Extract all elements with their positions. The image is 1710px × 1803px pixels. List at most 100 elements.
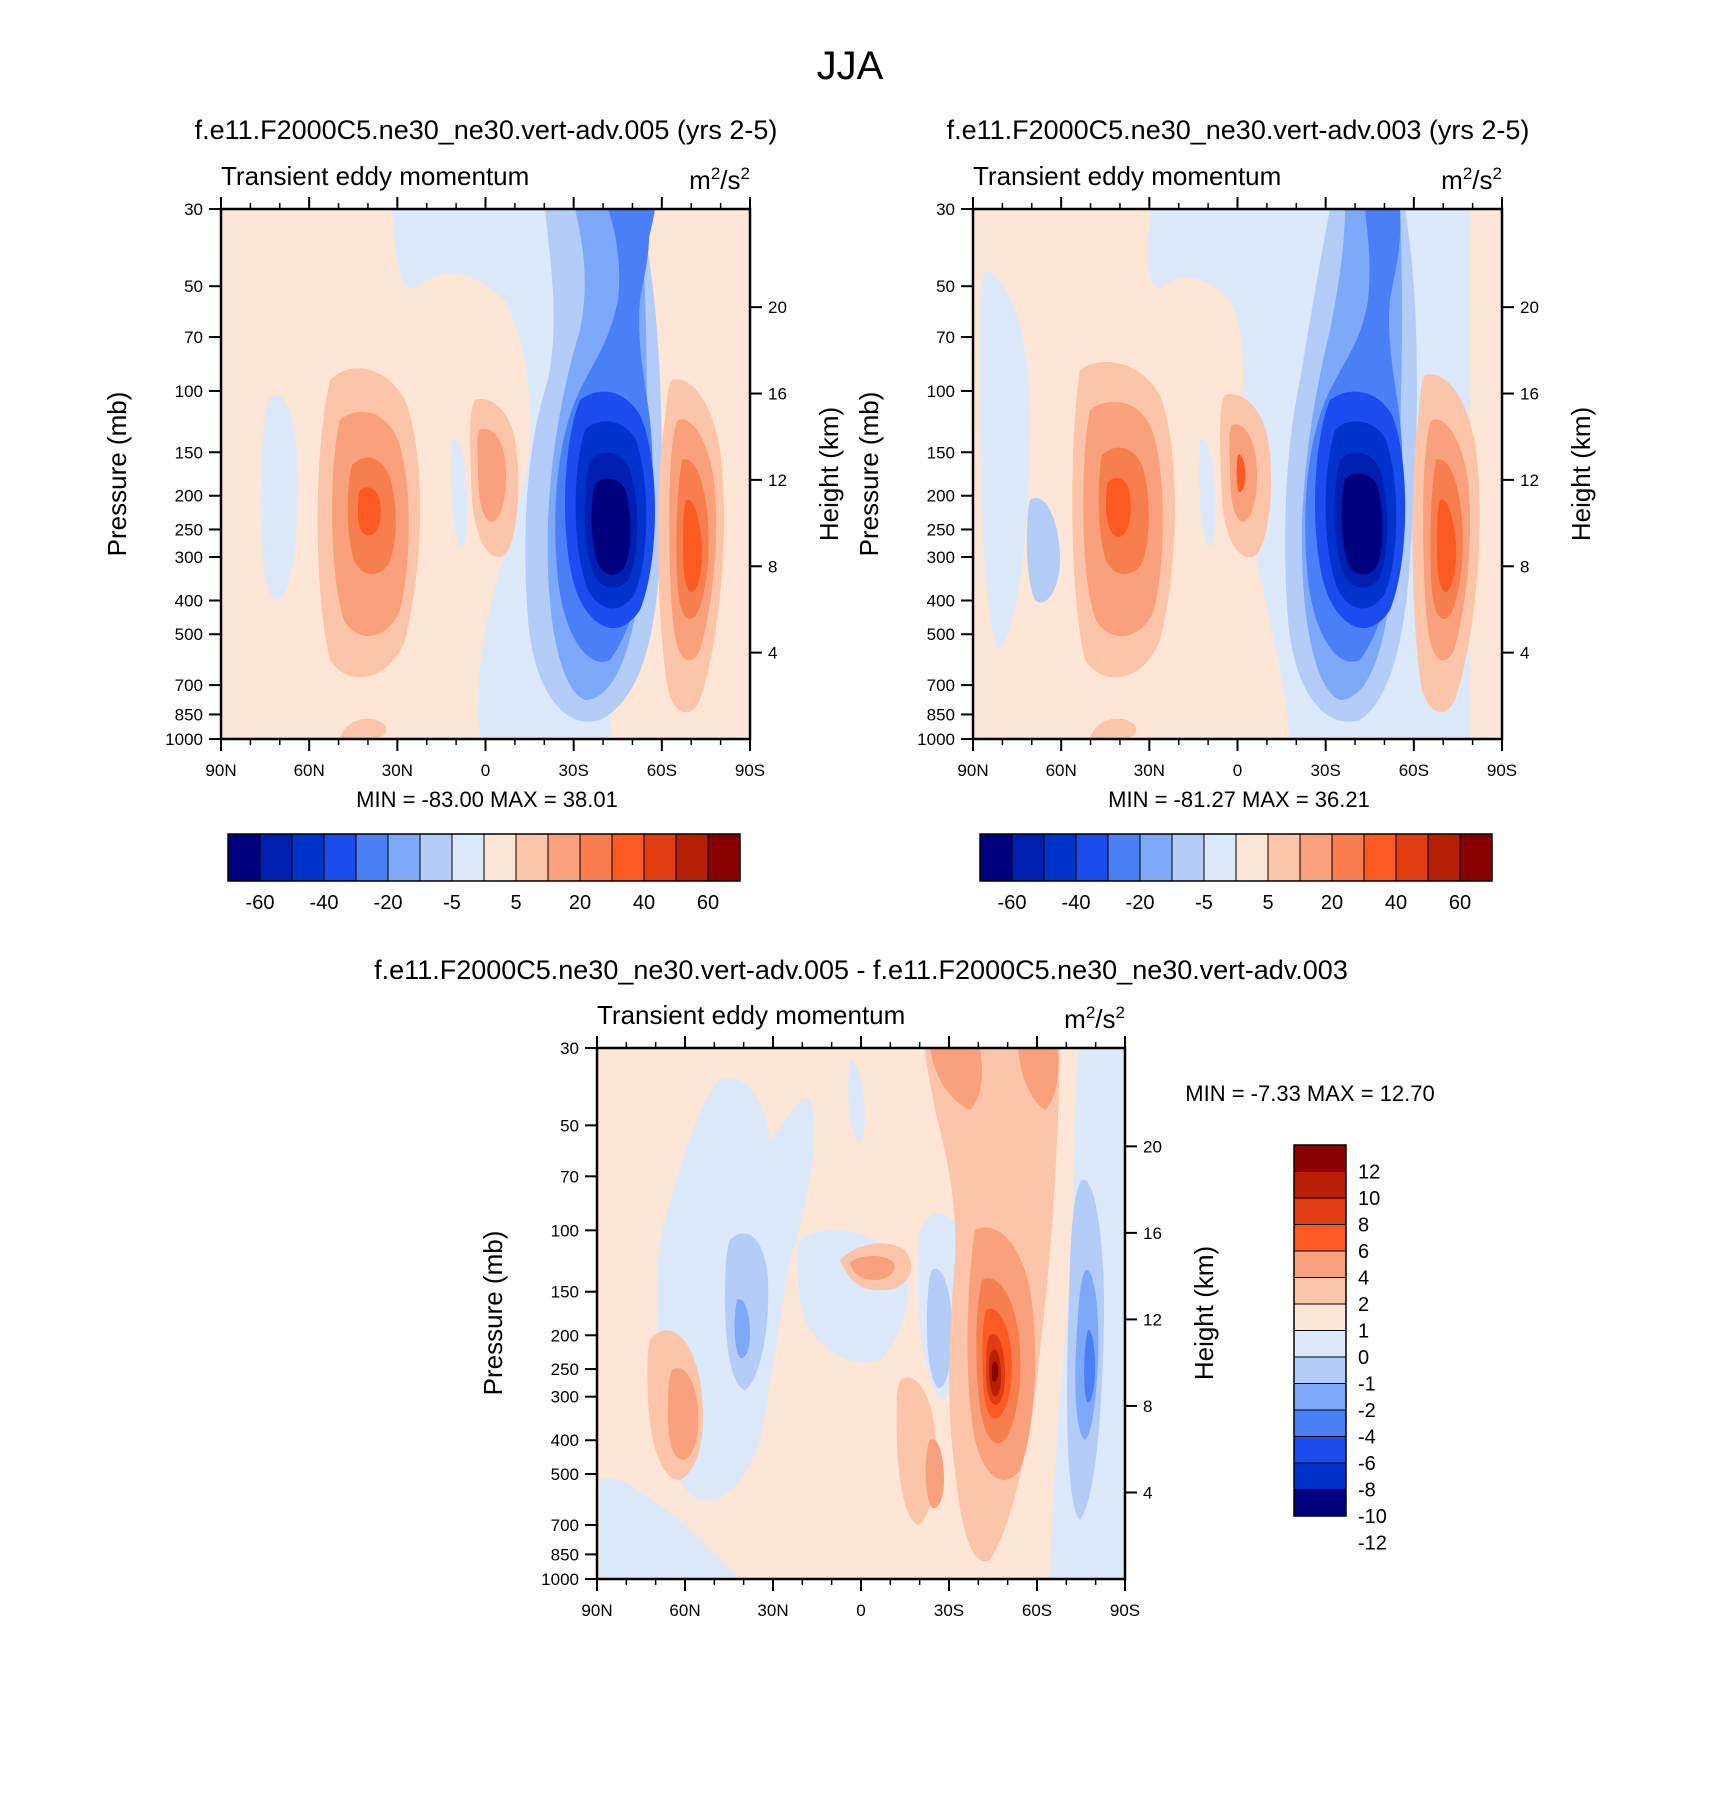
colorbar-box: [291, 833, 325, 882]
height-tick-label: 16: [1143, 1224, 1162, 1243]
colorbar-box: [1293, 1224, 1347, 1252]
colorbar-label: 60: [697, 892, 719, 914]
colorbar-label: 5: [510, 892, 521, 914]
colorbar-label: 2: [1358, 1294, 1369, 1316]
y-tick-label: 70: [184, 328, 203, 347]
colorbar-label: 40: [1385, 892, 1407, 914]
panel-b-title: f.e11.F2000C5.ne30_ne30.vert-adv.003 (yr…: [947, 115, 1530, 145]
colorbar-box: [483, 833, 517, 882]
y-tick-label: 850: [551, 1545, 579, 1564]
y-tick-label: 250: [551, 1360, 579, 1379]
panel-b-neg-patch-left-inner: [1026, 498, 1060, 603]
panel-b-pos-level-4: [1106, 478, 1131, 537]
colorbar-box: [227, 833, 261, 882]
height-tick-label: 20: [1143, 1137, 1162, 1156]
y-tick-label: 250: [927, 520, 955, 539]
colorbar-label: -60: [246, 892, 275, 914]
y-tick-label: 200: [551, 1326, 579, 1345]
colorbar-box: [1203, 833, 1237, 882]
height-tick-label: 4: [768, 644, 777, 663]
colorbar-box: [1293, 1197, 1347, 1225]
colorbar-box: [355, 833, 389, 882]
colorbar-box: [1011, 833, 1045, 882]
panel-b-ylabel-right: Height (km): [1566, 407, 1596, 541]
colorbar-box: [259, 833, 293, 882]
y-tick-label: 30: [936, 200, 955, 219]
colorbar-box: [1293, 1409, 1347, 1437]
colorbar-label: 12: [1358, 1162, 1380, 1184]
panel-c-left-label: Transient eddy momentum: [597, 1000, 905, 1030]
colorbar-box: [1293, 1144, 1347, 1172]
x-tick-label: 60S: [1022, 1601, 1052, 1620]
height-tick-label: 8: [1520, 557, 1529, 576]
panel-b-neg-level-9: [1341, 473, 1383, 575]
panel-a-axes: 305070100150200250300400500700850100090N…: [165, 197, 787, 780]
colorbar-frame: [227, 833, 741, 882]
y-tick-label: 400: [551, 1431, 579, 1450]
y-tick-label: 1000: [917, 730, 955, 749]
panel-c-pos-lower-patch-inner: [925, 1439, 944, 1509]
colorbar-label: -6: [1358, 1453, 1376, 1475]
colorbar-label: 20: [569, 892, 591, 914]
x-tick-label: 60S: [647, 761, 677, 780]
panel-a-neg-patch-left: [260, 394, 299, 600]
x-tick-label: 30S: [559, 761, 589, 780]
x-tick-label: 0: [481, 761, 490, 780]
y-tick-label: 850: [175, 705, 203, 724]
height-tick-label: 20: [768, 298, 787, 317]
colorbar-box: [1363, 833, 1397, 882]
x-tick-label: 0: [1233, 761, 1242, 780]
panel-a-neg-level-9: [591, 478, 631, 575]
panel-b-units: m2/s2: [1441, 164, 1502, 195]
y-tick-label: 70: [560, 1167, 579, 1186]
panel-a-title: f.e11.F2000C5.ne30_ne30.vert-adv.005 (yr…: [195, 115, 778, 145]
panel-c-pos-column-right-top: [930, 1048, 982, 1110]
y-tick-label: 300: [551, 1388, 579, 1407]
y-tick-label: 400: [927, 592, 955, 611]
colorbar-label: -12: [1358, 1533, 1387, 1555]
x-tick-label: 60N: [1046, 761, 1077, 780]
panel-c-neg-band-lower: [600, 1478, 740, 1579]
x-tick-label: 90N: [205, 761, 236, 780]
colorbar-frame: [979, 833, 1493, 882]
height-tick-label: 16: [1520, 385, 1539, 404]
colorbar-label: 8: [1358, 1215, 1369, 1237]
y-tick-label: 150: [927, 443, 955, 462]
panel-b-pos-ring-4: [1437, 499, 1457, 592]
colorbar-frame: [1293, 1144, 1347, 1517]
panel-c-pos-center-patch-inner: [850, 1256, 895, 1280]
height-tick-label: 12: [1520, 471, 1539, 490]
panel-a-ylabel-right: Height (km): [814, 407, 844, 541]
panel-c-minmax: MIN = -7.33 MAX = 12.70: [1185, 1081, 1434, 1106]
panel-c-neg-center-inner: [926, 1268, 952, 1389]
colorbar-box: [1107, 833, 1141, 882]
figure-title: JJA: [817, 44, 884, 88]
colorbar-box: [1293, 1462, 1347, 1490]
panel-c-neg-left-core: [734, 1299, 750, 1359]
y-tick-label: 300: [927, 548, 955, 567]
colorbar-label: -5: [1195, 892, 1213, 914]
colorbar-label: -40: [1062, 892, 1091, 914]
y-tick-label: 50: [560, 1116, 579, 1135]
panel-b-minmax: MIN = -81.27 MAX = 36.21: [1108, 787, 1370, 812]
y-tick-label: 100: [175, 382, 203, 401]
panel-c-contour-field: [597, 1048, 1125, 1579]
colorbar-label: 20: [1321, 892, 1343, 914]
colorbar-label: 60: [1449, 892, 1471, 914]
colorbar-box: [1293, 1383, 1347, 1411]
colorbar-label: -5: [443, 892, 461, 914]
y-tick-label: 700: [551, 1516, 579, 1535]
panel-b-axes: 305070100150200250300400500700850100090N…: [917, 197, 1539, 780]
colorbar-box: [1235, 833, 1269, 882]
y-tick-label: 250: [175, 520, 203, 539]
panel-b-neg-patch-center: [1199, 438, 1216, 546]
colorbar-label: 1: [1358, 1321, 1369, 1343]
panel-case-003: f.e11.F2000C5.ne30_ne30.vert-adv.003 (yr…: [854, 115, 1596, 914]
y-tick-label: 50: [936, 277, 955, 296]
colorbar-box: [451, 833, 485, 882]
y-tick-label: 1000: [541, 1570, 579, 1589]
panel-b-left-label: Transient eddy momentum: [973, 161, 1281, 191]
colorbar-box: [1395, 833, 1429, 882]
panel-b-pos-patch-center-core: [1236, 454, 1246, 492]
